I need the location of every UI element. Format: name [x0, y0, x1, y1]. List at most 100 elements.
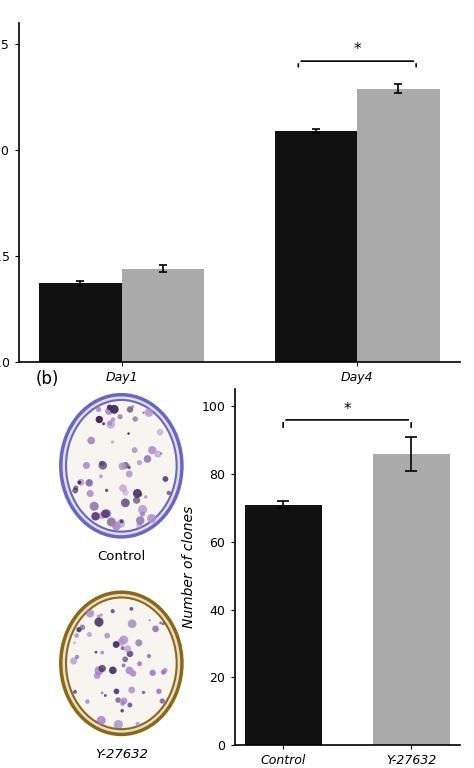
Circle shape — [87, 437, 95, 445]
Circle shape — [87, 632, 92, 637]
Circle shape — [118, 414, 123, 419]
Circle shape — [99, 665, 106, 672]
Circle shape — [85, 479, 93, 486]
Circle shape — [136, 523, 142, 528]
Circle shape — [77, 481, 82, 485]
Circle shape — [104, 694, 107, 697]
Circle shape — [133, 489, 142, 498]
Circle shape — [98, 512, 105, 519]
Bar — [245, 505, 321, 745]
Ellipse shape — [66, 400, 177, 531]
Circle shape — [80, 624, 85, 631]
Circle shape — [109, 405, 118, 414]
Circle shape — [105, 408, 112, 415]
Circle shape — [145, 409, 153, 417]
Circle shape — [131, 405, 135, 408]
Circle shape — [91, 512, 100, 521]
Text: Y-27632: Y-27632 — [95, 747, 148, 760]
Ellipse shape — [61, 592, 182, 734]
Circle shape — [129, 607, 133, 611]
Circle shape — [110, 609, 115, 614]
Circle shape — [119, 519, 124, 524]
Circle shape — [101, 691, 103, 694]
Circle shape — [149, 670, 156, 676]
Circle shape — [160, 698, 165, 703]
Circle shape — [128, 687, 135, 694]
Circle shape — [101, 512, 105, 516]
Circle shape — [136, 722, 139, 726]
Circle shape — [148, 446, 156, 454]
Circle shape — [115, 697, 121, 703]
Circle shape — [76, 627, 82, 632]
Circle shape — [121, 498, 130, 507]
Circle shape — [144, 495, 147, 498]
Circle shape — [120, 709, 124, 713]
Bar — [357, 88, 440, 362]
Ellipse shape — [66, 598, 177, 729]
Circle shape — [70, 657, 77, 664]
Circle shape — [107, 405, 112, 410]
Circle shape — [101, 509, 110, 518]
Circle shape — [157, 429, 164, 435]
Circle shape — [128, 703, 132, 707]
Circle shape — [126, 667, 133, 674]
Circle shape — [94, 672, 100, 679]
Circle shape — [75, 655, 79, 659]
Circle shape — [135, 639, 142, 647]
Circle shape — [143, 412, 145, 414]
Circle shape — [127, 650, 133, 657]
Circle shape — [114, 720, 123, 729]
Circle shape — [128, 465, 131, 469]
Bar — [373, 454, 449, 745]
Circle shape — [122, 664, 126, 667]
Circle shape — [109, 667, 117, 674]
Circle shape — [100, 461, 106, 467]
Circle shape — [140, 511, 145, 517]
Circle shape — [133, 497, 140, 504]
Circle shape — [159, 621, 162, 624]
Circle shape — [142, 690, 145, 694]
Circle shape — [128, 619, 137, 628]
Circle shape — [167, 491, 171, 495]
Bar — [275, 131, 357, 362]
Circle shape — [102, 422, 105, 425]
Circle shape — [163, 668, 168, 673]
Circle shape — [97, 667, 101, 672]
Circle shape — [121, 697, 128, 704]
Circle shape — [126, 471, 133, 478]
Bar — [39, 283, 121, 362]
Circle shape — [128, 432, 130, 435]
Circle shape — [90, 502, 99, 511]
Circle shape — [111, 441, 114, 444]
Circle shape — [124, 645, 131, 652]
Circle shape — [105, 488, 108, 492]
Circle shape — [118, 638, 125, 646]
Circle shape — [107, 420, 115, 429]
Circle shape — [113, 641, 119, 648]
Circle shape — [98, 625, 100, 627]
Circle shape — [103, 509, 111, 518]
Circle shape — [73, 641, 76, 644]
Circle shape — [110, 518, 114, 521]
Circle shape — [99, 461, 107, 470]
Circle shape — [85, 700, 90, 704]
Text: Control: Control — [97, 550, 146, 563]
Circle shape — [99, 461, 104, 466]
Circle shape — [121, 646, 125, 650]
Circle shape — [132, 447, 137, 453]
Circle shape — [104, 633, 110, 638]
Circle shape — [119, 635, 128, 644]
Text: *: * — [343, 402, 351, 416]
Circle shape — [77, 478, 84, 485]
Circle shape — [138, 505, 147, 514]
Circle shape — [72, 488, 78, 494]
Circle shape — [147, 514, 156, 523]
Circle shape — [118, 462, 127, 470]
Circle shape — [117, 519, 125, 528]
Circle shape — [127, 406, 133, 412]
Circle shape — [152, 625, 159, 632]
Circle shape — [119, 485, 127, 492]
Circle shape — [148, 619, 151, 621]
Circle shape — [162, 622, 164, 625]
Circle shape — [122, 462, 129, 468]
